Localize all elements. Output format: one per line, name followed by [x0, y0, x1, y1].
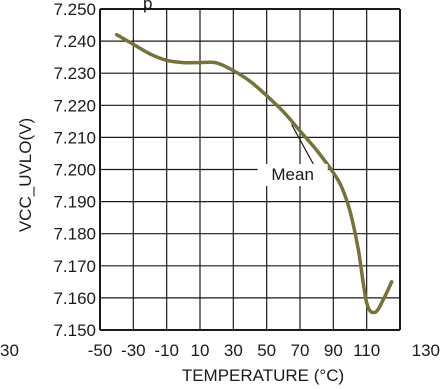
y-tick-label: 7.160	[53, 289, 96, 308]
chart-series	[114, 32, 394, 315]
y-tick-label: 7.210	[53, 128, 96, 147]
y-tick-label: 7.230	[53, 64, 96, 83]
y-axis-label: VCC_UVLO(V)	[16, 118, 35, 232]
series-line-mean	[114, 32, 394, 315]
x-tick-label: 10	[191, 341, 210, 360]
y-tick-label: 7.200	[53, 161, 96, 180]
chart-annotations: Mean	[257, 124, 328, 186]
y-tick-label: 7.240	[53, 32, 96, 51]
y-tick-label: 7.250	[53, 0, 96, 19]
x-tick-label: -10	[154, 341, 179, 360]
y-tick-label: 7.180	[53, 225, 96, 244]
x-tick-label: 70	[291, 341, 310, 360]
y-tick-label: 7.220	[53, 96, 96, 115]
x-tick-label: -50	[88, 341, 113, 360]
x-tick-label: 110	[353, 341, 380, 360]
x-tick-label: -30	[121, 341, 146, 360]
x-tick-label: 130	[412, 341, 440, 360]
x-tick-label: 30	[224, 341, 243, 360]
y-tick-label: 7.150	[53, 321, 96, 340]
x-tick-label: 50	[257, 341, 276, 360]
annotation-label-background	[257, 164, 328, 186]
x-tick-labels: -50 -30 -10 10 30 50 70 90 110 130	[88, 341, 440, 360]
annotation-label-mean: Mean	[271, 165, 314, 184]
y-tick-labels: 7.150 7.160 7.170 7.180 7.190 7.200 7.210 7.220…	[53, 0, 96, 340]
edge-text-fragment-top: p	[143, 0, 152, 13]
y-tick-label: 7.170	[53, 257, 96, 276]
y-tick-label: 7.190	[53, 193, 96, 212]
x-tick-label: 90	[324, 341, 343, 360]
x-axis-label: TEMPERATURE (°C)	[182, 366, 344, 385]
chart-grid	[99, 8, 401, 331]
edge-text-fragment-bottom: 30	[0, 341, 19, 360]
